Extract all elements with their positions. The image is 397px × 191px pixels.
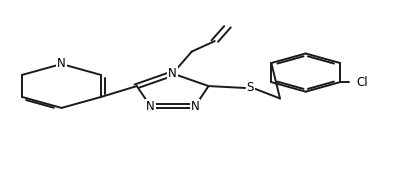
Text: N: N xyxy=(191,100,199,113)
Text: N: N xyxy=(146,100,155,113)
Text: S: S xyxy=(247,82,254,95)
Text: N: N xyxy=(57,57,66,70)
Text: N: N xyxy=(168,67,177,80)
Text: Cl: Cl xyxy=(357,76,368,89)
